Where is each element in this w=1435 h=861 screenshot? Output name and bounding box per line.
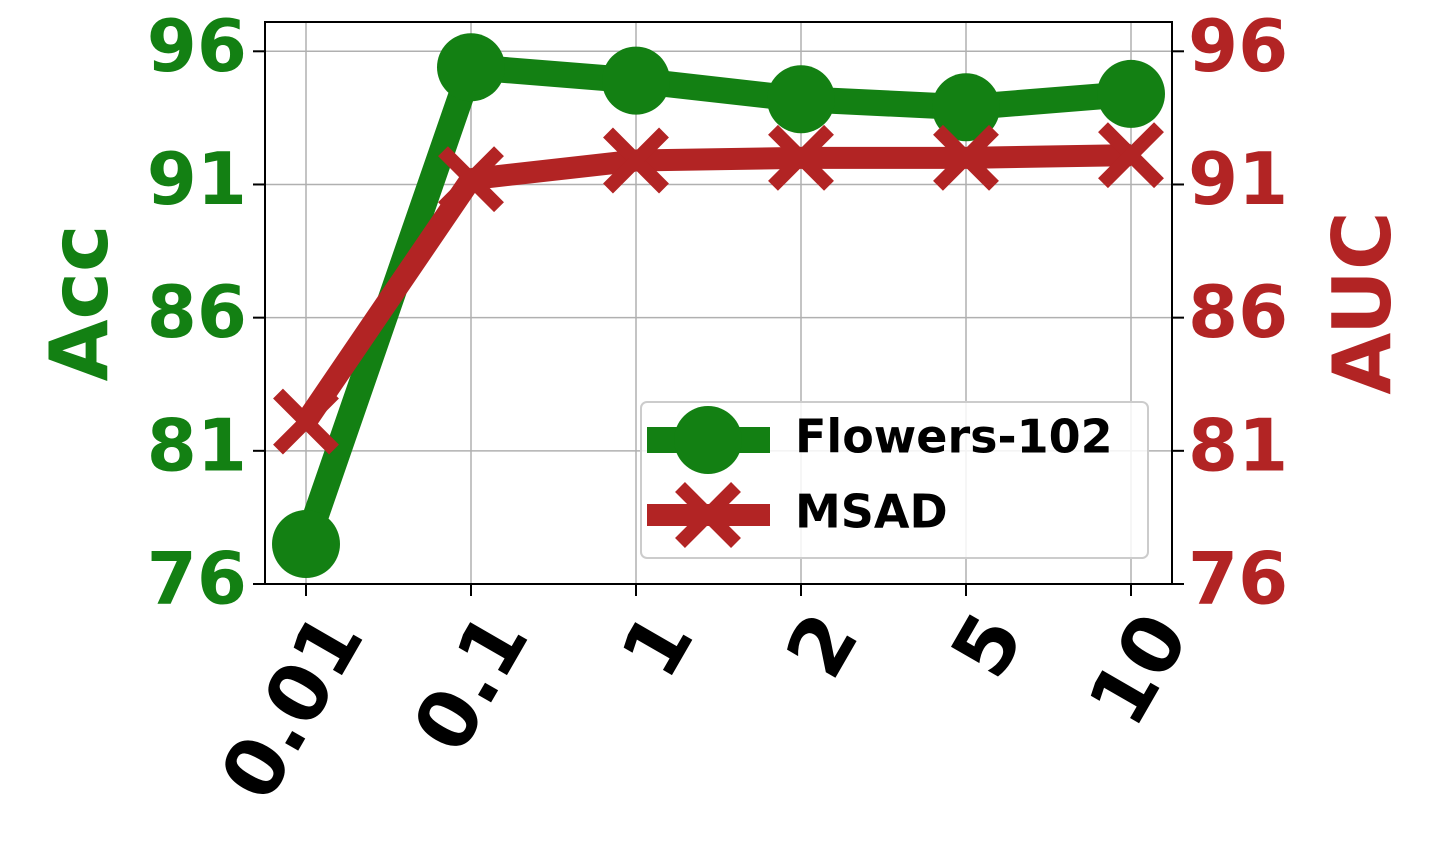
marker — [1098, 122, 1164, 189]
marker — [768, 124, 834, 191]
x-tick-label: 0.1 — [395, 598, 546, 767]
marker — [438, 146, 504, 213]
x-stroke — [933, 124, 999, 191]
legend-label: Flowers-102 — [795, 410, 1113, 464]
y2-tick-label: 86 — [1188, 270, 1288, 354]
marker — [1097, 59, 1165, 128]
legend-marker — [674, 406, 742, 474]
y-tick-label: 81 — [147, 403, 247, 487]
x-tick-label: 2 — [768, 598, 876, 693]
x-stroke — [1098, 122, 1164, 189]
x-stroke — [438, 146, 504, 213]
plot-frame — [264, 21, 1173, 585]
y-tick-label: 91 — [147, 137, 247, 221]
series-line — [296, 144, 1132, 428]
marker — [272, 510, 340, 579]
legend-label: MSAD — [795, 485, 948, 539]
x-stroke — [768, 124, 834, 191]
y-tick-label: 86 — [147, 270, 247, 354]
x-tick-label: 10 — [1070, 598, 1206, 741]
marker — [603, 127, 669, 194]
legend-marker — [675, 482, 741, 548]
marker — [932, 73, 1000, 142]
x-tick-label: 5 — [933, 598, 1041, 693]
marker — [437, 33, 505, 102]
y2-axis-label: AUC — [1316, 211, 1409, 394]
y-tick-label: 96 — [147, 4, 247, 88]
marker — [933, 124, 999, 191]
marker — [767, 65, 835, 134]
y2-tick-label: 91 — [1188, 137, 1288, 221]
y-axis-label: Acc — [33, 225, 126, 382]
x-tick-label: 0.01 — [202, 598, 381, 815]
x-stroke — [273, 388, 339, 455]
y2-tick-label: 81 — [1188, 403, 1288, 487]
marker — [273, 388, 339, 455]
x-stroke — [675, 482, 741, 548]
x-stroke — [603, 127, 669, 194]
y2-tick-label: 76 — [1188, 537, 1288, 621]
y-tick-label: 76 — [147, 537, 247, 621]
marker — [602, 46, 670, 115]
y2-tick-label: 96 — [1188, 4, 1288, 88]
x-tick-label: 1 — [603, 598, 711, 693]
